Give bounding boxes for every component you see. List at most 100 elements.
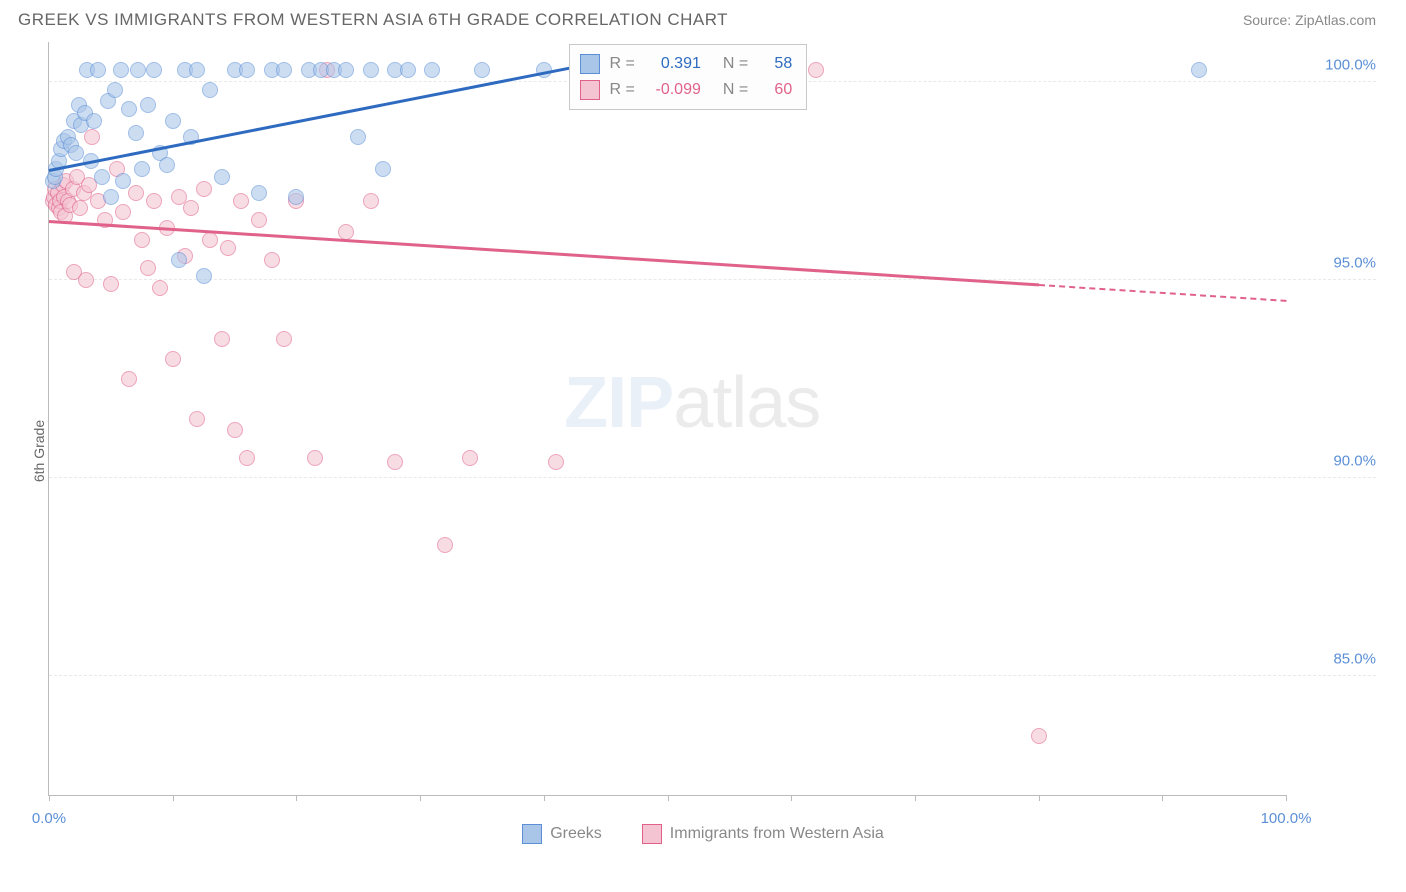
gridline: [49, 279, 1376, 280]
scatter-point: [214, 169, 230, 185]
scatter-point: [196, 268, 212, 284]
legend-row: R = 0.391 N = 58: [580, 51, 793, 77]
plot-area: ZIPatlas 85.0%90.0%95.0%100.0%0.0%100.0%…: [48, 42, 1286, 796]
scatter-point: [239, 450, 255, 466]
scatter-point: [68, 145, 84, 161]
scatter-point: [140, 97, 156, 113]
scatter-point: [202, 82, 218, 98]
scatter-point: [128, 185, 144, 201]
bottom-legend-item: Greeks: [522, 824, 602, 844]
scatter-point: [424, 62, 440, 78]
scatter-point: [146, 193, 162, 209]
scatter-point: [165, 113, 181, 129]
scatter-point: [90, 62, 106, 78]
y-tick-label: 85.0%: [1323, 651, 1376, 668]
scatter-point: [437, 537, 453, 553]
legend-series-label: Greeks: [550, 825, 602, 843]
scatter-point: [103, 189, 119, 205]
scatter-point: [239, 62, 255, 78]
legend-swatch: [580, 80, 600, 100]
x-tick: [1162, 795, 1163, 801]
gridline: [49, 675, 1376, 676]
scatter-point: [134, 161, 150, 177]
watermark: ZIPatlas: [564, 362, 820, 444]
scatter-point: [1191, 62, 1207, 78]
y-axis-label: 6th Grade: [31, 420, 47, 482]
scatter-point: [189, 411, 205, 427]
scatter-point: [363, 62, 379, 78]
scatter-point: [78, 272, 94, 288]
chart-title: GREEK VS IMMIGRANTS FROM WESTERN ASIA 6T…: [18, 10, 728, 30]
scatter-point: [375, 161, 391, 177]
x-tick: [915, 795, 916, 801]
scatter-point: [152, 280, 168, 296]
legend-r-value: -0.099: [649, 81, 701, 99]
scatter-point: [196, 181, 212, 197]
scatter-point: [227, 422, 243, 438]
scatter-point: [130, 62, 146, 78]
scatter-point: [462, 450, 478, 466]
legend-swatch: [522, 824, 542, 844]
scatter-point: [107, 82, 123, 98]
scatter-point: [400, 62, 416, 78]
gridline: [49, 477, 1376, 478]
scatter-point: [387, 454, 403, 470]
scatter-point: [113, 62, 129, 78]
legend-row: R =-0.099N =60: [580, 77, 793, 103]
scatter-point: [307, 450, 323, 466]
x-tick: [173, 795, 174, 801]
legend-n-value: 58: [762, 55, 792, 73]
legend-r-value: 0.391: [649, 55, 701, 73]
scatter-point: [338, 62, 354, 78]
scatter-point: [72, 200, 88, 216]
legend-r-label: R =: [610, 55, 635, 73]
bottom-legend-item: Immigrants from Western Asia: [642, 824, 884, 844]
scatter-point: [474, 62, 490, 78]
scatter-point: [146, 62, 162, 78]
scatter-point: [189, 62, 205, 78]
scatter-point: [140, 260, 156, 276]
y-tick-label: 95.0%: [1323, 254, 1376, 271]
scatter-point: [220, 240, 236, 256]
scatter-point: [1031, 728, 1047, 744]
x-tick: [544, 795, 545, 801]
scatter-point: [251, 185, 267, 201]
scatter-point: [115, 173, 131, 189]
x-tick: [420, 795, 421, 801]
scatter-point: [288, 189, 304, 205]
scatter-point: [276, 331, 292, 347]
scatter-point: [363, 193, 379, 209]
scatter-point: [233, 193, 249, 209]
correlation-legend: R = 0.391 N = 58R = -0.099 N = 60: [569, 44, 808, 110]
scatter-point: [214, 331, 230, 347]
x-tick: [668, 795, 669, 801]
y-tick-label: 90.0%: [1323, 452, 1376, 469]
scatter-point: [115, 204, 131, 220]
chart-container: 6th Grade ZIPatlas 85.0%90.0%95.0%100.0%…: [0, 36, 1406, 866]
scatter-point: [128, 125, 144, 141]
trend-line: [1039, 284, 1287, 302]
scatter-point: [134, 232, 150, 248]
scatter-point: [202, 232, 218, 248]
scatter-point: [350, 129, 366, 145]
scatter-point: [84, 129, 100, 145]
x-tick: [791, 795, 792, 801]
scatter-point: [103, 276, 119, 292]
x-tick: [1286, 795, 1287, 801]
legend-n-label: N =: [723, 55, 748, 73]
x-tick: [1039, 795, 1040, 801]
legend-swatch: [642, 824, 662, 844]
scatter-point: [94, 169, 110, 185]
scatter-point: [86, 113, 102, 129]
scatter-point: [251, 212, 267, 228]
legend-n-label: N =: [723, 81, 748, 99]
scatter-point: [171, 252, 187, 268]
legend-series-label: Immigrants from Western Asia: [670, 825, 884, 843]
scatter-point: [183, 200, 199, 216]
scatter-point: [121, 371, 137, 387]
scatter-point: [165, 351, 181, 367]
scatter-point: [159, 157, 175, 173]
legend-n-value: 60: [762, 81, 792, 99]
scatter-point: [264, 252, 280, 268]
scatter-point: [548, 454, 564, 470]
